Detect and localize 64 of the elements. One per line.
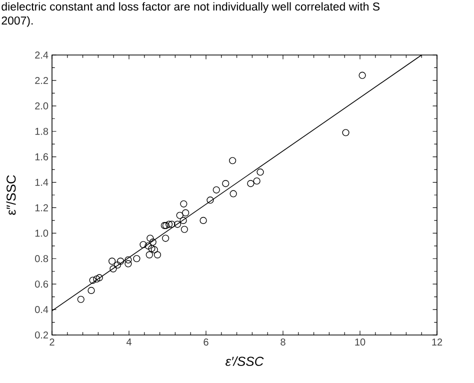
- x-tick-label: 6: [204, 338, 208, 346]
- text: dielectric constant and loss factor are not individually well correlated with S: [2, 2, 380, 13]
- point: [222, 180, 230, 188]
- x-tick-label: 4: [126, 338, 132, 346]
- point: [133, 255, 140, 262]
- y-tick-label: 1.6: [35, 153, 48, 160]
- y-axis-title: ε″/SSC: [6, 175, 16, 215]
- point: [108, 258, 116, 265]
- point: [162, 234, 170, 242]
- point: [110, 265, 117, 272]
- y-tick-label: 1.0: [35, 230, 48, 237]
- y-tick-label: 0.6: [35, 280, 48, 288]
- point: [88, 286, 95, 294]
- point: [77, 296, 84, 303]
- point: [148, 244, 156, 252]
- point: [146, 234, 154, 242]
- point: [180, 226, 188, 233]
- y-tick-label: 2.4: [35, 52, 48, 58]
- point: [253, 177, 260, 185]
- point: [229, 157, 236, 164]
- x-tick-label: 12: [432, 338, 442, 346]
- point: [93, 275, 100, 283]
- point: [180, 200, 188, 208]
- point: [168, 220, 176, 228]
- point: [154, 251, 162, 258]
- point: [180, 216, 187, 224]
- x-tick-label: 2: [50, 338, 54, 346]
- point: [206, 196, 214, 204]
- text: 2007).: [2, 16, 33, 27]
- y-tick-label: 1.2: [35, 204, 48, 212]
- point: [230, 190, 237, 198]
- point: [144, 242, 152, 250]
- point: [114, 261, 121, 269]
- point: [182, 209, 190, 216]
- y-tick-label: 1.8: [35, 128, 48, 135]
- point: [150, 246, 158, 254]
- point: [342, 129, 350, 136]
- y-tick-label: 0.8: [35, 255, 48, 262]
- x-tick-label: 8: [280, 338, 286, 346]
- point: [162, 222, 170, 230]
- point: [96, 274, 103, 282]
- y-tick-label: 0.2: [35, 331, 48, 339]
- point: [146, 251, 153, 258]
- point: [116, 258, 124, 265]
- y-tick-label: 1.4: [35, 178, 48, 186]
- point: [200, 216, 207, 224]
- point: [212, 186, 220, 194]
- point: [140, 241, 147, 248]
- point: [247, 180, 254, 188]
- point: [89, 276, 96, 284]
- x-axis-title: ε′/SSC: [226, 356, 264, 366]
- point: [174, 220, 182, 228]
- y-tick-label: 2.2: [35, 76, 48, 84]
- point: [165, 220, 173, 228]
- point: [149, 238, 156, 246]
- x-tick-label: 10: [355, 338, 366, 346]
- point: [176, 212, 184, 219]
- point: [358, 72, 366, 79]
- point: [124, 260, 132, 268]
- y-tick-label: 2.0: [35, 102, 48, 110]
- point: [256, 168, 264, 176]
- point: [160, 222, 168, 230]
- point: [124, 256, 132, 264]
- y-tick-label: 0.4: [35, 306, 48, 314]
